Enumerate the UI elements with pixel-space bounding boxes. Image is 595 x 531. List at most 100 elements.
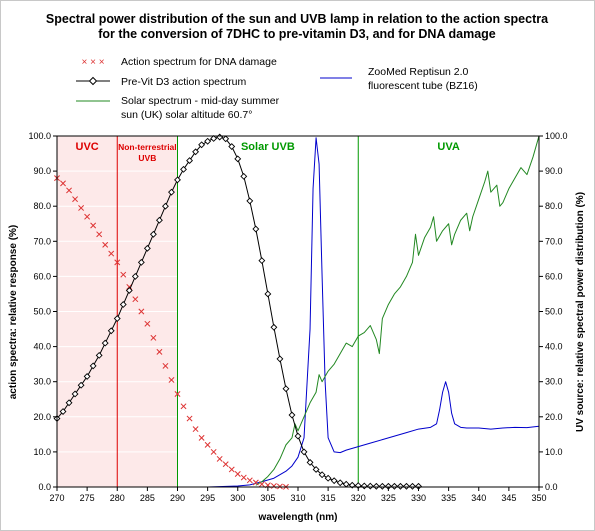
dna-point-26 — [210, 448, 217, 455]
region-label-3-0: UVA — [437, 141, 459, 153]
previt-point-18 — [162, 202, 169, 210]
previt-point-6 — [89, 362, 97, 370]
dna-point-33-b — [252, 479, 259, 486]
previt-point-21 — [180, 165, 187, 173]
dna-point-34-b — [258, 481, 265, 488]
x-tick-label-8: 310 — [290, 493, 305, 503]
y-left-tick-label-8: 80.0 — [33, 201, 51, 211]
x-tick-label-1: 275 — [80, 493, 95, 503]
dna-point-15 — [144, 320, 151, 327]
dna-point-4 — [78, 205, 85, 211]
previt-point-31 — [240, 172, 248, 180]
dna-point-37 — [276, 483, 283, 490]
y-right-tick-label-6: 60.0 — [545, 271, 563, 281]
x-tick-label-16: 350 — [531, 493, 546, 503]
x-tick-label-14: 340 — [471, 493, 486, 503]
x-tick-label-9: 315 — [321, 493, 336, 503]
dna-point-23-b — [192, 426, 199, 433]
previt-point-17 — [155, 216, 163, 224]
previt-point-8 — [101, 339, 109, 347]
y-left-tick-label-5: 50.0 — [33, 307, 51, 317]
legend-label-lamp-1: ZooMed Reptisun 2.0 — [368, 66, 469, 78]
previt-point-11 — [119, 301, 127, 308]
previt-point-2 — [65, 399, 73, 407]
y-left-tick-label-7: 70.0 — [33, 236, 51, 246]
dna-point-17 — [156, 348, 163, 355]
dna-point-33 — [252, 479, 259, 486]
y-right-tick-label-8: 80.0 — [545, 201, 563, 211]
dna-point-37-b — [276, 483, 283, 490]
chart-title-line2: for the conversion of 7DHC to pre-vitami… — [98, 27, 496, 41]
y-left-tick-label-1: 10.0 — [33, 447, 51, 457]
previt-point-57 — [396, 482, 404, 490]
dna-point-15-b — [144, 320, 151, 327]
y-right-tick-label-5: 50.0 — [545, 307, 563, 317]
x-tick-label-2: 280 — [110, 493, 125, 503]
previt-point-20 — [174, 176, 181, 184]
previt-point-38 — [282, 385, 290, 393]
legend-marker-previt — [88, 76, 98, 86]
x-axis-title: wavelength (nm) — [258, 512, 338, 523]
dna-point-27-b — [216, 455, 223, 462]
previt-point-56 — [390, 482, 398, 490]
dna-point-10-b — [114, 259, 121, 266]
dna-point-28 — [222, 461, 229, 468]
y-left-tick-label-4: 40.0 — [33, 342, 51, 352]
dna-point-20-b — [174, 391, 181, 397]
previt-point-54 — [378, 482, 386, 490]
dna-point-6 — [90, 222, 97, 229]
x-tick-label-13: 335 — [441, 493, 456, 503]
dna-point-8-b — [102, 241, 109, 248]
dna-point-32-b — [246, 477, 253, 484]
previt-point-52 — [366, 482, 374, 490]
legend: × × × Action spectrum for DNA damage Pre… — [76, 56, 478, 121]
previt-point-47 — [336, 479, 344, 487]
x-tick-label-5: 295 — [200, 493, 215, 503]
previt-point-30 — [234, 155, 242, 163]
dna-point-5 — [84, 213, 91, 220]
dna-point-19-b — [168, 376, 175, 383]
dna-point-7-b — [96, 231, 103, 238]
previt-point-39 — [288, 411, 296, 419]
dna-point-2 — [66, 187, 73, 194]
legend-label-dna: Action spectrum for DNA damage — [121, 56, 277, 68]
dna-point-3-b — [72, 196, 79, 203]
previt-point-12 — [125, 287, 133, 294]
previt-point-59 — [409, 482, 416, 490]
y-right-tick-label-1: 10.0 — [545, 447, 563, 457]
x-tick-label-6: 300 — [230, 493, 245, 503]
x-tick-label-7: 305 — [260, 493, 275, 503]
y-right-tick-label-0: 0.0 — [545, 482, 558, 492]
dna-point-20 — [174, 391, 181, 397]
dna-point-29 — [228, 466, 235, 473]
previt-point-41 — [300, 448, 308, 456]
dna-point-21 — [180, 403, 187, 410]
y-right-tick-label-3: 30.0 — [545, 377, 563, 387]
dna-point-14 — [138, 308, 145, 315]
y-right-tick-label-2: 20.0 — [545, 412, 563, 422]
dna-point-13 — [132, 296, 139, 303]
dna-point-9 — [108, 250, 115, 257]
x-tick-label-3: 285 — [140, 493, 155, 503]
previt-point-5 — [83, 372, 91, 380]
x-tick-label-11: 325 — [381, 493, 396, 503]
region-label-1-0: Non-terrestrial — [118, 142, 177, 152]
dna-point-13-b — [132, 296, 139, 303]
dna-point-22-b — [186, 415, 193, 422]
previt-point-45 — [324, 474, 332, 482]
previt-point-32 — [246, 197, 254, 205]
dna-point-16-b — [150, 334, 157, 341]
dna-point-11-b — [120, 271, 127, 278]
legend-label-lamp-2: fluorescent tube (BZ16) — [368, 80, 478, 92]
dna-point-27 — [216, 455, 223, 462]
previt-point-34 — [258, 257, 266, 265]
dna-point-31-b — [240, 474, 247, 481]
x-tick-label-15: 345 — [501, 493, 516, 503]
dna-point-21-b — [180, 403, 187, 410]
y-left-tick-label-10: 100.0 — [28, 131, 51, 141]
previt-point-43 — [312, 466, 320, 473]
x-tick-label-10: 320 — [351, 493, 366, 503]
dna-point-34 — [258, 481, 265, 488]
dna-point-2-b — [66, 187, 73, 194]
